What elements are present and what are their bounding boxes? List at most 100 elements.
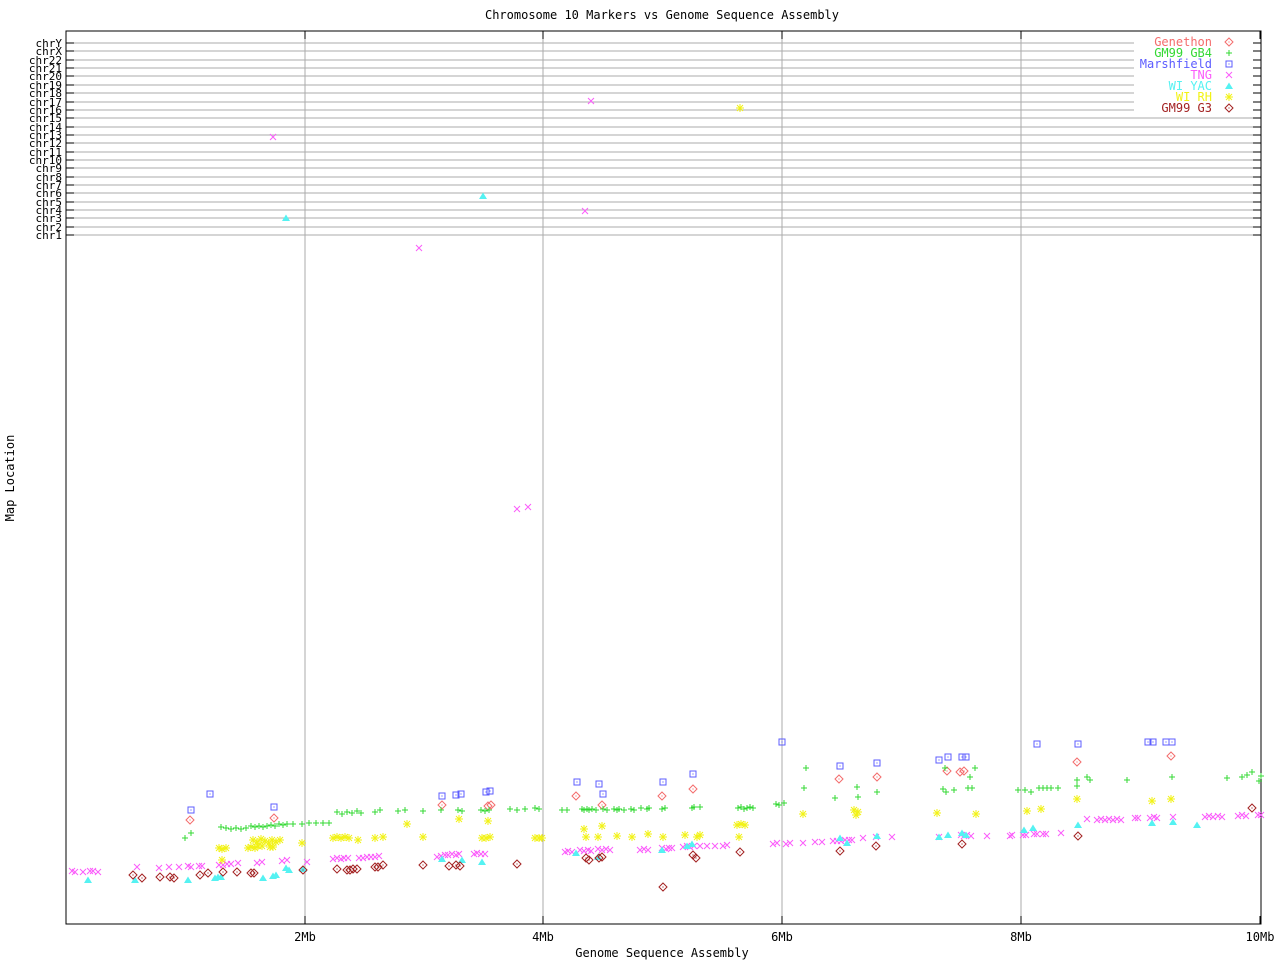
- point-gm99-g3: [128, 870, 138, 880]
- plot-border: [65, 30, 1262, 925]
- point-wi-rh: [329, 834, 337, 842]
- point-gm99-gb4: [272, 823, 278, 829]
- point-gm99-g3: [249, 868, 259, 878]
- point-gm99-gb4: [646, 805, 652, 811]
- point-wi-rh: [735, 833, 743, 841]
- point-tng: [967, 832, 975, 840]
- point-gm99-gb4: [801, 785, 807, 791]
- point-marshfield: [1168, 738, 1176, 746]
- point-tng: [375, 852, 383, 860]
- point-tng: [1101, 816, 1109, 824]
- point-tng: [1214, 812, 1222, 820]
- point-gm99-gb4: [1074, 783, 1080, 789]
- y-label-chr10: chr10: [29, 154, 62, 167]
- point-wi-rh: [249, 836, 257, 844]
- y-label-chr15: chr15: [29, 112, 62, 125]
- point-gm99-gb4: [354, 808, 360, 814]
- point-gm99-gb4: [238, 826, 244, 832]
- point-wi-yac: [131, 876, 139, 883]
- point-gm99-gb4: [600, 806, 606, 812]
- point-wi-rh: [247, 843, 255, 851]
- point-gm99-g3: [691, 853, 701, 863]
- legend-symbol-tng-icon: [1225, 71, 1233, 79]
- point-wi-yac: [962, 831, 970, 838]
- point-tng: [1042, 830, 1050, 838]
- point-gm99-gb4: [1239, 774, 1245, 780]
- point-tng: [481, 850, 489, 858]
- point-wi-rh: [733, 821, 741, 829]
- point-wi-rh: [379, 833, 387, 841]
- legend-label-wi-yac: WI YAC: [1169, 79, 1212, 93]
- point-gm99-gb4: [188, 830, 194, 836]
- point-genethon: [185, 815, 195, 825]
- point-tng: [581, 207, 589, 215]
- point-genethon: [437, 800, 447, 810]
- series-marshfield: [187, 738, 1176, 814]
- point-marshfield: [595, 780, 603, 788]
- point-gm99-gb4: [874, 789, 880, 795]
- point-gm99-g3: [1073, 831, 1083, 841]
- y-label-chr16: chr16: [29, 104, 62, 117]
- point-tng: [444, 851, 452, 859]
- point-tng: [333, 854, 341, 862]
- point-gm99-gb4: [268, 822, 274, 828]
- legend-symbol-gm99-g3-icon: [1224, 103, 1234, 113]
- point-wi-rh: [1037, 805, 1045, 813]
- point-tng: [640, 845, 648, 853]
- point-wi-yac: [438, 855, 446, 862]
- point-genethon: [834, 774, 844, 784]
- point-gm99-gb4: [482, 808, 488, 814]
- point-gm99-g3: [444, 861, 454, 871]
- point-tng: [587, 97, 595, 105]
- point-tng: [1057, 829, 1065, 837]
- point-wi-rh: [628, 833, 636, 841]
- point-gm99-gb4: [564, 807, 570, 813]
- axis-ticks: [66, 31, 1261, 924]
- point-tng: [782, 840, 790, 848]
- point-gm99-gb4: [951, 787, 957, 793]
- point-wi-yac: [184, 876, 192, 883]
- point-tng: [359, 854, 367, 862]
- series-gm99-g3: [128, 803, 1257, 892]
- point-wi-rh: [1073, 795, 1081, 803]
- point-wi-rh: [486, 833, 494, 841]
- point-wi-rh: [659, 833, 667, 841]
- point-wi-yac: [843, 839, 851, 846]
- y-label-chr8: chr8: [36, 171, 63, 184]
- point-tng: [86, 867, 94, 875]
- point-marshfield: [659, 778, 667, 786]
- point-marshfield: [457, 790, 465, 798]
- point-tng: [165, 863, 173, 871]
- point-tng: [818, 838, 826, 846]
- point-gm99-gb4: [1256, 778, 1262, 784]
- point-wi-rh: [419, 833, 427, 841]
- legend-entry-tng: TNG: [1190, 68, 1233, 82]
- point-tng: [1109, 816, 1117, 824]
- y-label-chr7: chr7: [36, 179, 63, 192]
- y-label-chr3: chr3: [36, 212, 63, 225]
- point-tng: [433, 853, 441, 861]
- point-genethon: [942, 766, 952, 776]
- point-marshfield: [873, 759, 881, 767]
- point-wi-rh: [333, 833, 341, 841]
- point-tng: [1006, 832, 1014, 840]
- point-gm99-gb4: [773, 801, 779, 807]
- point-gm99-gb4: [264, 823, 270, 829]
- series-tng: [68, 97, 1265, 876]
- point-wi-rh: [253, 838, 261, 846]
- point-wi-rh: [598, 822, 606, 830]
- point-wi-yac: [944, 831, 952, 838]
- point-tng: [219, 861, 227, 869]
- point-tng: [415, 244, 423, 252]
- point-genethon: [597, 800, 607, 810]
- point-tng: [786, 839, 794, 847]
- legend-label-genethon: Genethon: [1154, 35, 1212, 49]
- point-wi-rh: [484, 817, 492, 825]
- legend-background: [1134, 35, 1255, 115]
- point-wi-yac: [282, 214, 290, 221]
- point-tng: [1083, 815, 1091, 823]
- point-marshfield: [1033, 740, 1041, 748]
- x-axis-title: Genome Sequence Assembly: [575, 946, 748, 960]
- point-tng: [441, 851, 449, 859]
- point-wi-yac: [1074, 821, 1082, 828]
